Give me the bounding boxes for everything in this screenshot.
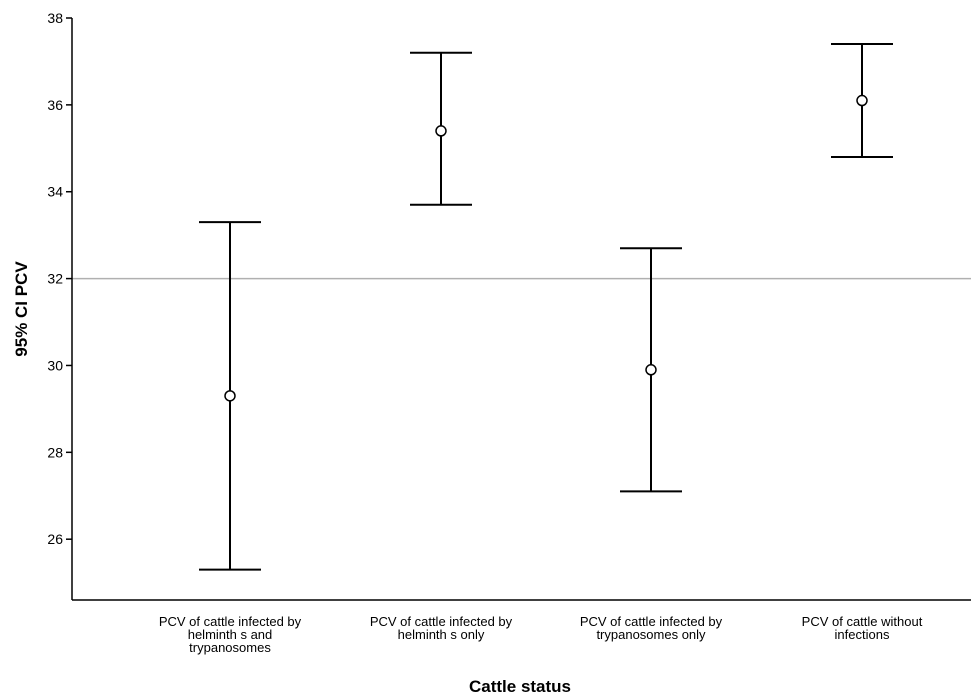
x-axis-title: Cattle status <box>469 677 571 696</box>
x-category-label-line: helminth s and <box>188 627 273 642</box>
x-category-label-line: trypanosomes <box>189 640 271 655</box>
x-category-label-line: helminth s only <box>398 627 485 642</box>
error-bars <box>199 43 893 571</box>
x-category-label-line: trypanosomes only <box>596 627 706 642</box>
y-tick-label-34: 34 <box>47 184 63 200</box>
x-category-label-line: PCV of cattle infected by <box>159 614 302 629</box>
x-axis-category-labels: PCV of cattle infected by helminth s and t… <box>159 614 923 655</box>
mean-point-3 <box>645 364 657 376</box>
x-category-label-line: PCV of cattle infected by <box>370 614 513 629</box>
x-category-label-line: PCV of cattle without <box>802 614 923 629</box>
mean-point-2 <box>435 125 447 137</box>
y-tick-label-30: 30 <box>47 357 63 373</box>
y-tick-label-26: 26 <box>47 531 63 547</box>
x-category-label-3: PCV of cattle infected by trypanosomes on… <box>580 614 723 642</box>
y-tick-label-36: 36 <box>47 97 63 113</box>
x-category-label-2: PCV of cattle infected by helminth s only <box>370 614 513 642</box>
y-tick-label-32: 32 <box>47 271 63 287</box>
y-tick-label-28: 28 <box>47 444 63 460</box>
mean-point-4 <box>856 94 868 107</box>
y-axis-title: 95% CI PCV <box>12 261 31 357</box>
x-category-label-line: PCV of cattle infected by <box>580 614 723 629</box>
y-axis-ticks: 26 28 30 32 34 36 38 <box>47 10 72 547</box>
mean-point-1 <box>224 390 236 402</box>
x-category-label-line: infections <box>835 627 890 642</box>
x-category-label-4: PCV of cattle without infections <box>802 614 923 642</box>
y-tick-label-38: 38 <box>47 10 63 26</box>
x-category-label-1: PCV of cattle infected by helminth s and t… <box>159 614 302 655</box>
